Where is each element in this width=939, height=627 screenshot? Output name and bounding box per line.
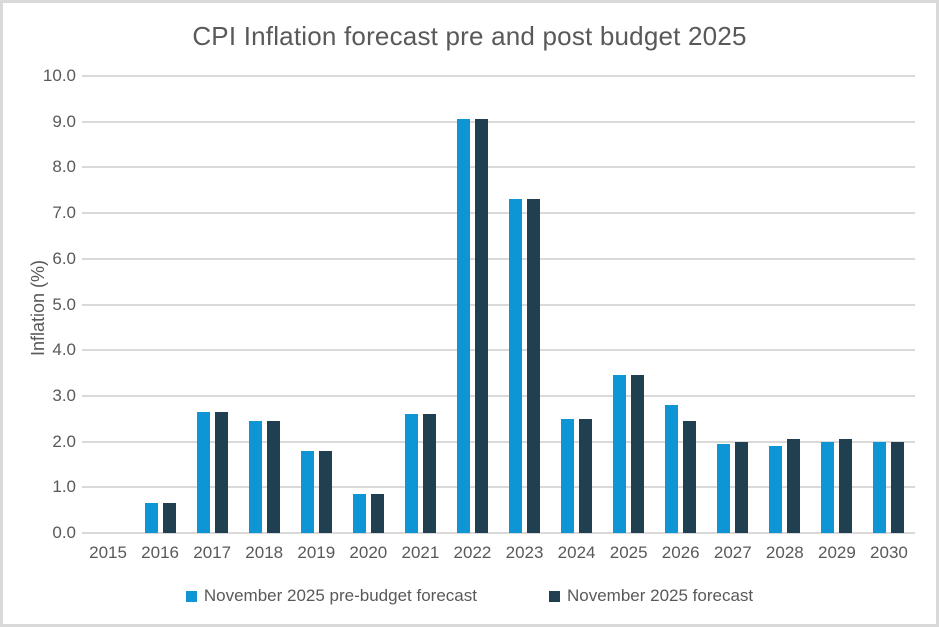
bar-series2-2027 xyxy=(735,441,749,533)
category-slot-2015 xyxy=(82,76,134,533)
y-axis-tick-label: 8.0 xyxy=(52,157,76,177)
x-axis-tick-label: 2026 xyxy=(661,543,700,562)
bar-series-container xyxy=(82,76,915,533)
x-axis-tick-label: 2020 xyxy=(349,543,388,562)
x-axis-tick-label: 2028 xyxy=(765,543,804,562)
category-slot-2018 xyxy=(238,76,290,533)
y-axis-tick-label: 10.0 xyxy=(42,66,76,85)
x-axis-tick-label: 2029 xyxy=(817,543,856,562)
bar-series2-2022 xyxy=(474,119,488,533)
category-slot-2024 xyxy=(551,76,603,533)
category-slot-2027 xyxy=(707,76,759,533)
category-slot-2019 xyxy=(290,76,342,533)
x-axis-tick-label: 2017 xyxy=(193,543,232,562)
category-slot-2016 xyxy=(134,76,186,533)
bar-series1-2026 xyxy=(665,405,679,533)
y-axis-tick-label: 6.0 xyxy=(52,248,76,268)
gridline xyxy=(82,212,915,215)
bar-series1-2023 xyxy=(509,199,523,533)
legend-swatch-navy-icon xyxy=(548,590,560,602)
category-slot-2025 xyxy=(603,76,655,533)
category-slot-2030 xyxy=(863,76,915,533)
bar-series1-2025 xyxy=(613,375,627,533)
legend-item-november-forecast: November 2025 forecast xyxy=(548,586,754,606)
plot-area xyxy=(82,75,915,534)
bar-series2-2017 xyxy=(214,411,228,533)
y-axis-tick-label: 1.0 xyxy=(52,477,76,497)
bar-series2-2016 xyxy=(162,503,176,533)
bar-series1-2030 xyxy=(873,441,887,533)
bar-series2-2026 xyxy=(683,421,697,533)
category-slot-2029 xyxy=(811,76,863,533)
x-axis-tick-label: 2023 xyxy=(505,543,544,562)
gridline xyxy=(82,120,915,123)
bar-series1-2016 xyxy=(144,503,158,533)
y-axis-tick-label: 9.0 xyxy=(52,111,76,131)
category-slot-2022 xyxy=(446,76,498,533)
y-axis-tick-label: 0.0 xyxy=(52,523,76,542)
legend-label: November 2025 pre-budget forecast xyxy=(203,586,477,605)
legend: November 2025 pre-budget forecast Novemb… xyxy=(3,586,936,606)
gridline xyxy=(82,394,915,397)
y-axis-tick-labels: 0.0 1.0 2.0 3.0 4.0 5.0 6.0 7.0 8.0 9.0 10.0 xyxy=(3,67,76,542)
bar-series2-2024 xyxy=(579,418,593,533)
category-slot-2020 xyxy=(342,76,394,533)
x-axis-tick-label: 2015 xyxy=(89,543,127,562)
y-axis-tick-label: 2.0 xyxy=(52,431,76,451)
bar-series2-2018 xyxy=(266,421,280,533)
legend-item-pre-budget-forecast: November 2025 pre-budget forecast xyxy=(185,586,477,606)
bar-series1-2024 xyxy=(561,418,575,533)
bar-series2-2020 xyxy=(370,494,384,533)
bar-series2-2028 xyxy=(787,439,801,533)
x-axis-tick-label: 2022 xyxy=(453,543,492,562)
y-axis-tick-label: 3.0 xyxy=(52,385,76,405)
category-slot-2028 xyxy=(759,76,811,533)
gridline xyxy=(82,486,915,489)
x-axis-tick-label: 2025 xyxy=(609,543,648,562)
x-axis-tick-label: 2018 xyxy=(245,543,284,562)
x-axis-tick-label: 2019 xyxy=(297,543,336,562)
bar-series1-2017 xyxy=(196,411,210,533)
gridline xyxy=(82,440,915,443)
gridline xyxy=(82,303,915,306)
y-axis-tick-label: 5.0 xyxy=(52,294,76,314)
bar-series2-2025 xyxy=(631,375,645,533)
gridline xyxy=(82,166,915,169)
bar-series1-2021 xyxy=(404,414,418,533)
bar-series2-2029 xyxy=(839,439,853,533)
bar-series2-2030 xyxy=(891,441,905,533)
bar-series1-2019 xyxy=(300,450,314,533)
y-axis-tick-label: 4.0 xyxy=(52,340,76,360)
gridline xyxy=(82,257,915,260)
bar-series1-2029 xyxy=(821,441,835,533)
gridline xyxy=(82,349,915,352)
bar-series2-2021 xyxy=(422,414,436,533)
x-axis-tick-label: 2016 xyxy=(141,543,179,562)
bar-series1-2018 xyxy=(248,421,262,533)
x-axis-tick-label: 2030 xyxy=(870,543,908,562)
x-axis-tick-label: 2021 xyxy=(401,543,440,562)
x-axis-tick-labels: 2015 2016 2017 2018 2019 2020 2021 2022 2023 2024… xyxy=(82,543,915,563)
category-slot-2021 xyxy=(394,76,446,533)
category-slot-2026 xyxy=(655,76,707,533)
bar-series1-2027 xyxy=(717,443,731,533)
chart-title: CPI Inflation forecast pre and post budg… xyxy=(192,21,747,51)
gridline xyxy=(82,75,915,77)
bar-series2-2019 xyxy=(318,450,332,533)
bar-series1-2022 xyxy=(456,119,470,533)
y-axis-tick-label: 7.0 xyxy=(52,203,76,223)
x-axis-tick-label: 2027 xyxy=(713,543,752,562)
bar-series1-2020 xyxy=(352,494,366,533)
bar-series2-2023 xyxy=(527,199,541,533)
legend-swatch-blue-icon xyxy=(185,590,197,602)
bar-series1-2028 xyxy=(769,446,783,533)
legend-label: November 2025 forecast xyxy=(566,586,754,605)
category-slot-2023 xyxy=(499,76,551,533)
gridline xyxy=(82,532,915,534)
category-slot-2017 xyxy=(186,76,238,533)
x-axis-tick-label: 2024 xyxy=(557,543,596,562)
